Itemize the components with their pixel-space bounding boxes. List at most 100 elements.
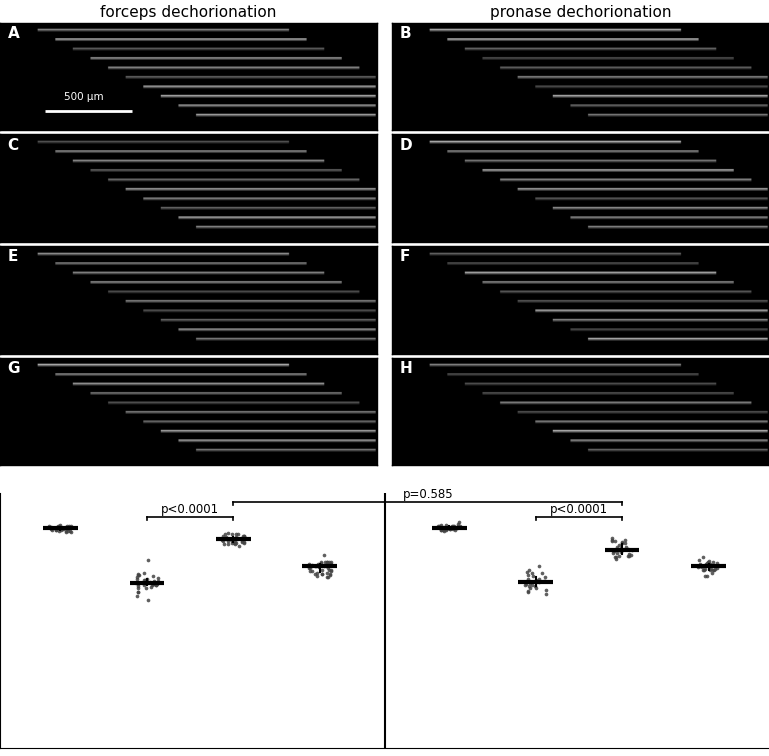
Point — [131, 590, 143, 602]
Point — [56, 522, 68, 534]
Text: p<0.0001: p<0.0001 — [161, 503, 219, 516]
Point — [313, 561, 325, 573]
Point — [230, 528, 242, 540]
Point — [613, 544, 625, 556]
Point — [451, 522, 463, 534]
Point — [321, 556, 333, 568]
Text: F: F — [400, 249, 410, 265]
Point — [53, 525, 65, 537]
Point — [147, 578, 159, 590]
Point — [707, 556, 720, 569]
Point — [529, 576, 541, 588]
Point — [318, 549, 330, 561]
Point — [442, 522, 454, 534]
Text: D: D — [400, 138, 412, 153]
Point — [541, 588, 553, 600]
Point — [623, 548, 635, 560]
Point — [304, 565, 316, 578]
Point — [701, 570, 714, 582]
Point — [324, 556, 336, 569]
Point — [435, 519, 448, 531]
Point — [303, 559, 315, 571]
Point — [130, 578, 142, 590]
Point — [236, 532, 248, 544]
Point — [50, 522, 62, 534]
Point — [217, 530, 229, 542]
Point — [238, 538, 250, 550]
Point — [433, 520, 445, 532]
Point — [706, 567, 718, 579]
Point — [148, 578, 160, 590]
Point — [432, 520, 444, 532]
Point — [708, 564, 721, 576]
Point — [238, 531, 250, 544]
Point — [132, 582, 145, 594]
Point — [235, 536, 248, 548]
Point — [315, 569, 328, 581]
Point — [616, 536, 628, 548]
Point — [619, 534, 631, 547]
Point — [315, 557, 327, 569]
Point — [216, 534, 228, 547]
Point — [528, 570, 540, 582]
Point — [533, 560, 545, 572]
Point — [437, 522, 449, 534]
Point — [454, 520, 466, 532]
Point — [697, 564, 709, 576]
Point — [321, 557, 333, 569]
Point — [520, 578, 532, 590]
Point — [65, 525, 77, 538]
Point — [321, 562, 334, 574]
Point — [229, 538, 241, 550]
Point — [138, 577, 150, 589]
Point — [62, 520, 75, 532]
Point — [521, 584, 534, 596]
Point — [323, 564, 335, 576]
Point — [131, 568, 144, 580]
Point — [63, 521, 75, 533]
Point — [521, 575, 534, 587]
Point — [309, 560, 321, 572]
Point — [621, 550, 634, 562]
Point — [217, 535, 229, 547]
Point — [50, 524, 62, 536]
Point — [229, 533, 241, 545]
Point — [151, 578, 163, 590]
Point — [323, 556, 335, 569]
Point — [61, 520, 73, 532]
Point — [524, 577, 537, 589]
Point — [447, 520, 459, 532]
Point — [709, 562, 721, 575]
Point — [321, 556, 334, 568]
Point — [624, 550, 637, 562]
Point — [325, 564, 337, 576]
Point — [138, 578, 150, 590]
Point — [54, 519, 66, 531]
Point — [131, 572, 144, 584]
Point — [51, 520, 63, 532]
Point — [315, 556, 327, 569]
Point — [453, 516, 465, 528]
Point — [65, 520, 77, 532]
Point — [625, 544, 638, 556]
Point — [536, 568, 548, 580]
Point — [64, 522, 76, 534]
Point — [60, 525, 72, 538]
Point — [438, 525, 450, 538]
Point — [611, 547, 624, 559]
Point — [605, 531, 618, 544]
Point — [222, 526, 235, 538]
Point — [310, 559, 322, 572]
Point — [231, 534, 243, 546]
Point — [697, 564, 710, 576]
Point — [62, 525, 74, 537]
Point — [228, 533, 240, 545]
Point — [437, 525, 449, 537]
Point — [45, 521, 58, 533]
Point — [441, 522, 453, 534]
Text: A: A — [8, 26, 19, 41]
Point — [698, 559, 711, 571]
Text: C: C — [8, 138, 18, 153]
Point — [236, 533, 248, 545]
Point — [218, 528, 231, 540]
